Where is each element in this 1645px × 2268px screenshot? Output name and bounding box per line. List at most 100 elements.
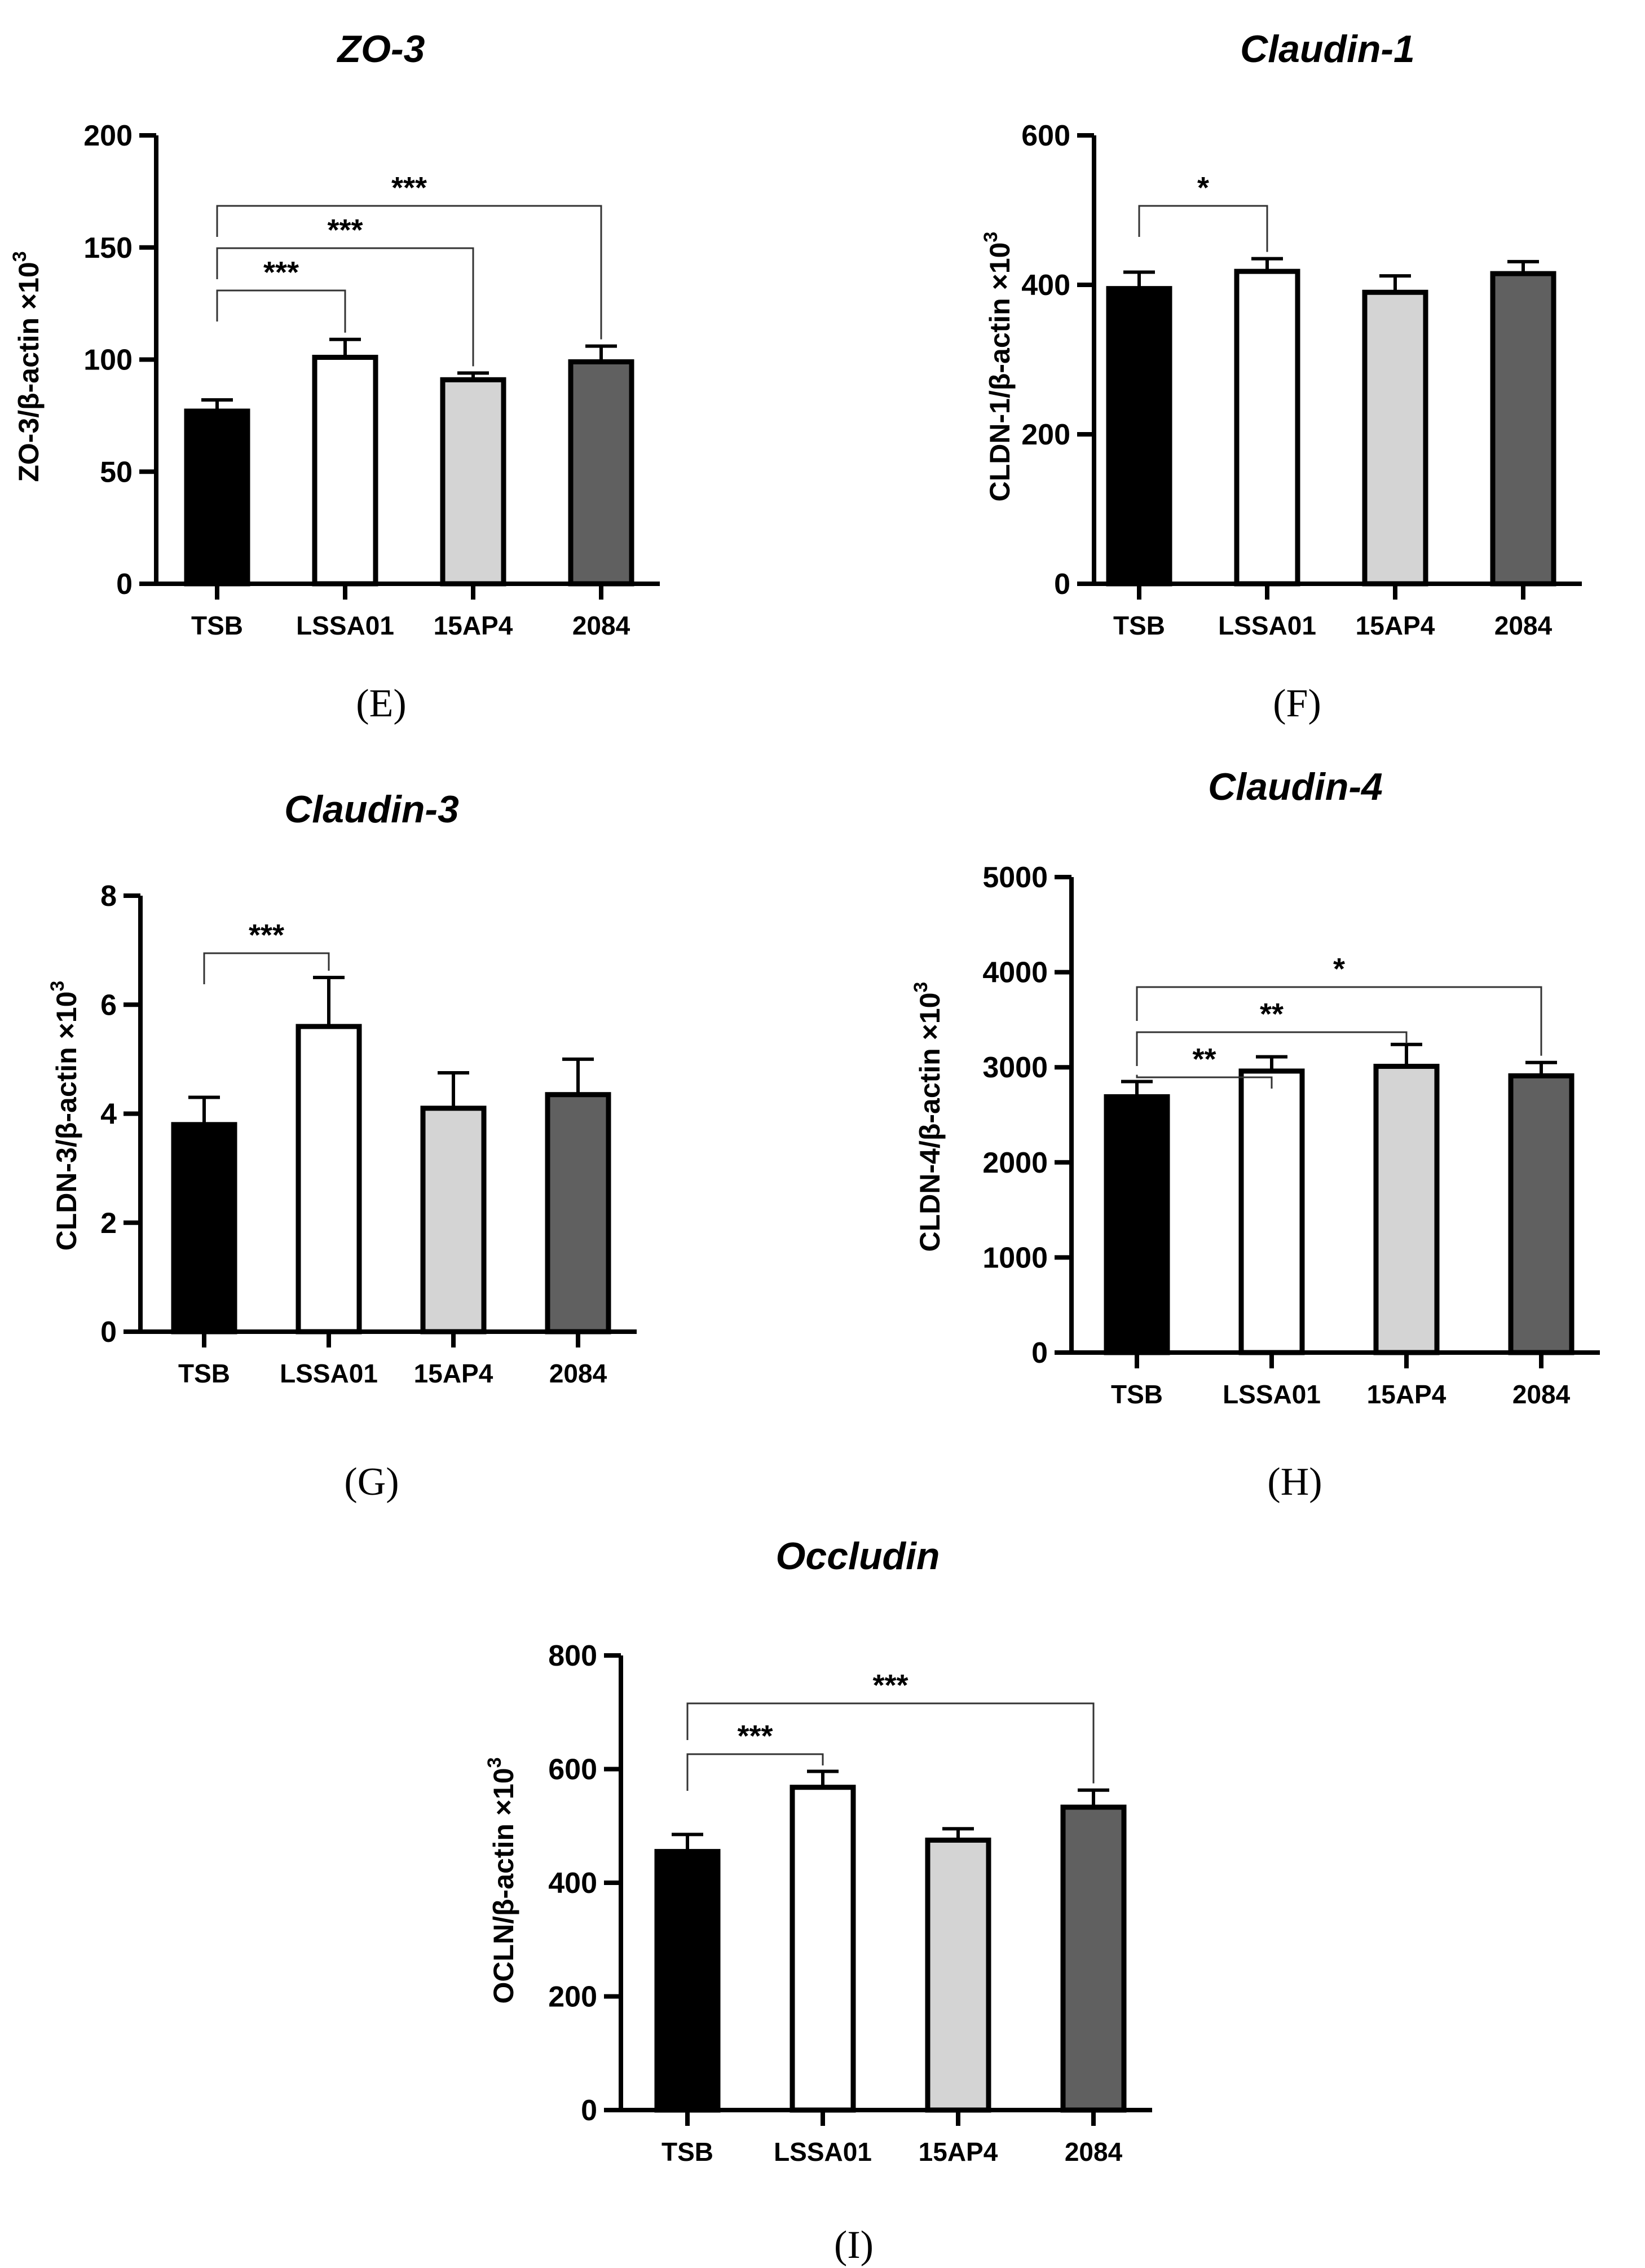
- bar-TSB: [1106, 286, 1172, 587]
- x-tick-label-TSB: TSB: [178, 1359, 230, 1388]
- panel-label: (F): [1273, 682, 1321, 725]
- x-tick-label-15AP4: 15AP4: [1356, 611, 1435, 640]
- bar-LSSA01: [1238, 1068, 1305, 1355]
- y-tick-label: 200: [548, 1981, 597, 2014]
- y-axis-label-superscript: 3: [9, 251, 30, 262]
- y-tick-label: 0: [1031, 1337, 1048, 1369]
- chart-title: Occludin: [776, 1535, 940, 1578]
- significance-bracket: [216, 289, 346, 333]
- y-tick-label: 100: [83, 344, 133, 377]
- y-tick-label: 400: [1021, 269, 1070, 302]
- y-tick-label: 3000: [982, 1051, 1048, 1084]
- chart-panel-1: ZO-3 0 50 100 150 200 ZO-3/β-actin ×103 TSB LSSA…: [9, 28, 660, 725]
- y-tick-label: 2: [100, 1207, 117, 1240]
- bar-LSSA01: [312, 355, 378, 587]
- x-tick-label-LSSA01: LSSA01: [296, 611, 394, 640]
- panel-label: (G): [344, 1460, 399, 1504]
- chart-title: Claudin-3: [284, 788, 459, 831]
- y-axis-label: OCLN/β-actin ×103: [484, 1757, 519, 2003]
- x-tick-label-15AP4: 15AP4: [919, 2137, 998, 2166]
- chart-panel-5: Occludin 0 200 400 600 800 OCLN/β-actin ×103 TS…: [484, 1535, 1152, 2267]
- y-axis-label-text: OCLN/β-actin ×10: [488, 1768, 519, 2003]
- y-tick-label: 200: [83, 120, 133, 152]
- y-tick-label: 800: [548, 1640, 597, 1672]
- y-tick-label: 0: [116, 568, 133, 601]
- significance-bracket: [216, 205, 602, 340]
- y-axis-label-text: CLDN-1/β-actin ×10: [984, 243, 1016, 502]
- y-tick-label: 150: [83, 232, 133, 265]
- y-axis-label-text: CLDN-3/β-actin ×10: [51, 992, 82, 1251]
- y-tick-label: 600: [1021, 120, 1070, 152]
- significance-label: ***: [263, 256, 299, 289]
- significance-label: ***: [249, 918, 284, 952]
- chart-panel-2: Claudin-1 0 200 400 600 CLDN-1/β-actin ×103 TS…: [980, 28, 1582, 725]
- y-axis-label: CLDN-3/β-actin ×103: [47, 981, 82, 1251]
- bar-2084: [1060, 1804, 1127, 2113]
- y-tick-label: 50: [100, 456, 133, 488]
- y-axis-label-superscript: 3: [980, 232, 1002, 243]
- bar-LSSA01: [296, 1024, 362, 1335]
- significance-bracket: [686, 1753, 824, 1791]
- bar-2084: [545, 1092, 611, 1335]
- significance-label: ***: [327, 213, 363, 247]
- x-tick-label-15AP4: 15AP4: [1367, 1380, 1446, 1409]
- x-tick-label-TSB: TSB: [661, 2137, 713, 2166]
- significance-bracket: [1138, 205, 1268, 252]
- chart-title: Claudin-1: [1240, 28, 1415, 71]
- significance-bracket: [686, 1702, 1095, 1783]
- x-tick-label-2084: 2084: [1065, 2137, 1123, 2166]
- panel-label: (E): [356, 682, 406, 725]
- x-tick-label-2084: 2084: [572, 611, 630, 640]
- significance-label: *: [1333, 952, 1345, 986]
- bar-TSB: [184, 408, 250, 587]
- bar-15AP4: [420, 1106, 487, 1335]
- panel-label: (H): [1267, 1460, 1322, 1504]
- y-tick-label: 6: [100, 989, 117, 1021]
- significance-label: **: [1260, 997, 1284, 1031]
- x-tick-label-2084: 2084: [1494, 611, 1553, 640]
- x-tick-label-15AP4: 15AP4: [414, 1359, 493, 1388]
- x-tick-label-15AP4: 15AP4: [434, 611, 513, 640]
- significance-bracket: [1136, 1031, 1408, 1066]
- chart-title: Claudin-4: [1208, 765, 1383, 808]
- y-axis-label: CLDN-1/β-actin ×103: [980, 232, 1016, 502]
- bar-2084: [1508, 1073, 1575, 1355]
- y-tick-label: 4: [100, 1098, 117, 1131]
- y-axis-label-superscript: 3: [47, 981, 68, 992]
- x-tick-label-LSSA01: LSSA01: [774, 2137, 872, 2166]
- x-tick-label-TSB: TSB: [1111, 1380, 1163, 1409]
- bar-2084: [568, 359, 634, 587]
- y-tick-label: 1000: [982, 1241, 1048, 1274]
- y-tick-label: 2000: [982, 1147, 1048, 1179]
- x-tick-label-LSSA01: LSSA01: [1223, 1380, 1321, 1409]
- bar-2084: [1490, 271, 1556, 587]
- significance-label: ***: [391, 171, 427, 205]
- chart-panel-4: Claudin-4 0 1000 2000 3000 4000 5000 CLDN-4/β-a…: [910, 765, 1600, 1504]
- y-tick-label: 0: [100, 1316, 117, 1349]
- y-tick-label: 600: [548, 1754, 597, 1786]
- significance-label: **: [1192, 1042, 1216, 1076]
- y-axis-label: CLDN-4/β-actin ×103: [910, 982, 946, 1252]
- x-tick-label-LSSA01: LSSA01: [280, 1359, 378, 1388]
- bar-TSB: [654, 1849, 721, 2113]
- y-axis-label-text: CLDN-4/β-actin ×10: [914, 993, 946, 1252]
- y-tick-label: 200: [1021, 419, 1070, 451]
- y-tick-label: 8: [100, 880, 117, 913]
- bar-LSSA01: [1234, 268, 1300, 587]
- y-tick-label: 400: [548, 1867, 597, 1900]
- significance-label: ***: [872, 1668, 908, 1702]
- bar-LSSA01: [790, 1785, 856, 2113]
- significance-bracket: [216, 247, 474, 367]
- chart-panel-3: Claudin-3 0 2 4 6 8 CLDN-3/β-actin ×103 TSB LSSA…: [47, 788, 637, 1504]
- x-tick-label-TSB: TSB: [191, 611, 243, 640]
- y-tick-label: 5000: [982, 861, 1048, 894]
- bar-15AP4: [440, 377, 506, 587]
- significance-bracket: [1136, 986, 1542, 1056]
- chart-title: ZO-3: [337, 28, 425, 71]
- bar-TSB: [171, 1122, 237, 1335]
- bar-15AP4: [1362, 289, 1428, 587]
- y-axis-label-text: ZO-3/β-actin ×10: [13, 262, 45, 482]
- y-axis-label-superscript: 3: [484, 1757, 505, 1768]
- x-tick-label-2084: 2084: [1512, 1380, 1571, 1409]
